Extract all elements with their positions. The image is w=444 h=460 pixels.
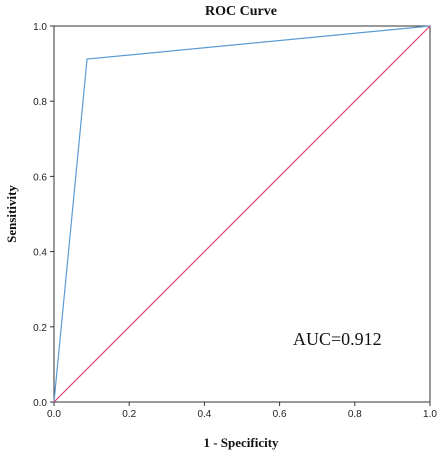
y-tick-label: 0.4 bbox=[33, 248, 47, 259]
roc-curve-line bbox=[53, 25, 431, 403]
series-layer bbox=[53, 25, 431, 403]
chart-title: ROC Curve bbox=[205, 4, 277, 19]
x-tick-label: 0.0 bbox=[47, 409, 61, 420]
y-tick-label: 0.2 bbox=[33, 323, 47, 334]
y-tick-label: 0.8 bbox=[33, 97, 47, 108]
y-axis-label: Sensitivity bbox=[4, 185, 19, 243]
x-tick-label: 0.6 bbox=[273, 409, 287, 420]
x-axis-label: 1 - Specificity bbox=[203, 435, 279, 450]
plot-frame bbox=[53, 25, 431, 403]
x-axis: 0.0 0.2 0.4 0.6 0.8 1.0 bbox=[47, 402, 437, 420]
y-tick-label: 0.6 bbox=[33, 172, 47, 183]
x-tick-label: 0.2 bbox=[122, 409, 136, 420]
x-tick-label: 0.8 bbox=[348, 409, 362, 420]
y-tick-label: 1.0 bbox=[33, 22, 47, 33]
x-tick-label: 0.4 bbox=[197, 409, 211, 420]
y-axis: 0.0 0.2 0.4 0.6 0.8 1.0 bbox=[33, 22, 54, 409]
reference-diagonal-line bbox=[53, 25, 431, 403]
y-tick-label: 0.0 bbox=[33, 398, 47, 409]
auc-annotation: AUC=0.912 bbox=[293, 329, 382, 349]
x-tick-label: 1.0 bbox=[423, 409, 437, 420]
